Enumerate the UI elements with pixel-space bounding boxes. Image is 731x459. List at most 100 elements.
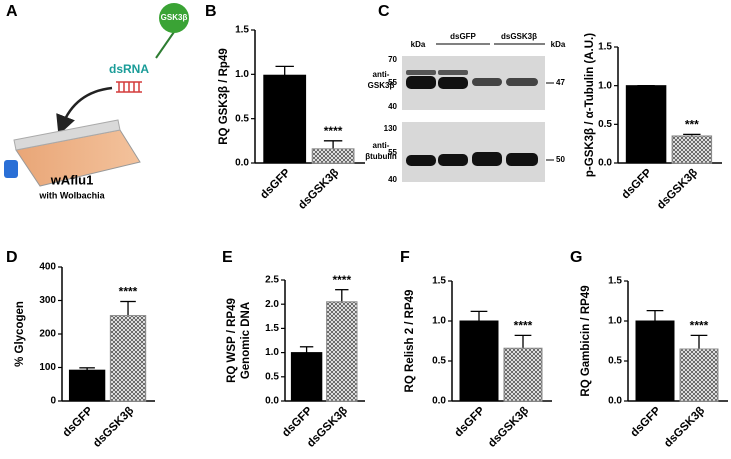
y-tick-label: 0.0 <box>265 396 279 407</box>
band <box>438 70 468 75</box>
y-tick-label: 1.0 <box>235 69 249 80</box>
lane-label: dsGSK3β <box>501 32 537 41</box>
x-tick-label: dsGFP <box>280 405 315 440</box>
y-tick-label: 200 <box>39 329 56 340</box>
kda-label: kDa <box>551 40 566 49</box>
y-axis-label: RQ GSK3β / Rp49 <box>218 48 230 145</box>
band <box>438 77 468 89</box>
bar-chart: 0.0 0.5 1.0 1.5p-GSK3β / α-Tubulin (A.U.) ds… <box>584 33 722 212</box>
bar <box>459 320 499 402</box>
flask-top <box>13 119 121 151</box>
y-tick-label: 1.5 <box>598 42 612 53</box>
y-tick-label: 100 <box>39 362 56 373</box>
band <box>406 155 436 166</box>
y-tick-label: 1.0 <box>265 347 279 358</box>
y-tick-label: 300 <box>39 295 56 306</box>
y-tick-label: 0.0 <box>608 396 622 407</box>
bar <box>109 315 147 402</box>
antibody-label: βtubulin <box>365 152 397 161</box>
band <box>438 154 468 166</box>
y-axis-label: Genomic DNA <box>240 302 252 379</box>
marker: 130 <box>384 124 398 133</box>
protein-icon <box>159 3 189 33</box>
y-tick-label: 1.0 <box>608 316 622 327</box>
y-tick-label: 0.5 <box>265 371 279 382</box>
bar <box>635 320 675 402</box>
y-tick-label: 1.0 <box>598 80 612 91</box>
marker: 40 <box>388 175 397 184</box>
band <box>406 76 436 89</box>
y-tick-label: 0.5 <box>235 113 249 124</box>
y-tick-label: 0.5 <box>608 356 622 367</box>
diagram: GSK3β dsRNA wAflu1 with Wolbachia <box>4 3 189 200</box>
panel-letter: C <box>378 3 390 20</box>
band-size: 50 <box>556 155 565 164</box>
band-size: 47 <box>556 78 565 87</box>
antibody-label: GSK3β <box>368 81 395 90</box>
bar <box>311 148 355 164</box>
bar <box>326 301 358 402</box>
bar-chart: 0.0 0.5 1.0 1.5 RQ Relish 2 / RP49 dsGFPdsGSK… <box>404 276 552 450</box>
bar-chart: 0.0 0.5 1.0 1.5 RQ Gambicin / RP49 dsGFPdsGSK… <box>580 276 728 450</box>
x-tick-label: dsGSK3β <box>655 167 700 212</box>
panel-letter: F <box>400 249 410 266</box>
y-axis-label: RQ WSP / RP49 <box>226 298 238 383</box>
y-tick-label: 0.0 <box>598 158 612 169</box>
y-axis-label: RQ Relish 2 / RP49 <box>404 290 416 393</box>
y-tick-label: 400 <box>39 262 56 273</box>
y-tick-label: 0 <box>50 396 56 407</box>
panel-letter: G <box>570 249 582 266</box>
bar <box>68 369 106 402</box>
significance: **** <box>690 319 709 333</box>
panel-letter: D <box>6 249 18 266</box>
bar-chart: 0.0 0.5 1.0 1.5 RQ GSK3β / Rp49 dsGFP dsGSK3β *… <box>218 25 365 212</box>
y-tick-label: 1.5 <box>265 323 279 334</box>
x-tick-label: dsGSK3β <box>296 167 341 212</box>
lane-label: dsGFP <box>450 32 476 41</box>
blot-bottom <box>402 122 545 182</box>
x-tick-label: dsGSK3β <box>486 405 531 450</box>
bar <box>503 347 543 402</box>
marker: 70 <box>388 55 397 64</box>
y-tick-label: 1.5 <box>432 276 446 287</box>
arrow <box>56 86 113 136</box>
kda-label: kDa <box>411 40 426 49</box>
y-tick-label: 0.5 <box>432 356 446 367</box>
y-tick-label: 1.5 <box>608 276 622 287</box>
antibody-label: anti- <box>373 70 390 79</box>
cell-line: wAflu1 <box>50 172 94 187</box>
marker: 40 <box>388 102 397 111</box>
western-blot: kDa kDa dsGFP dsGSK3β anti- GSK3β anti- … <box>365 32 566 184</box>
x-tick-label: dsGFP <box>629 405 664 440</box>
panel-letter: E <box>222 249 233 266</box>
band <box>506 153 538 166</box>
band <box>506 78 538 86</box>
panel-letter: A <box>6 3 18 20</box>
panel-letter: B <box>205 3 217 20</box>
bar <box>679 348 719 402</box>
y-tick-label: 0.0 <box>432 396 446 407</box>
bar <box>290 352 323 402</box>
band <box>472 152 502 166</box>
protein-label: GSK3β <box>161 13 188 22</box>
cell-note: with Wolbachia <box>38 190 105 200</box>
band <box>406 70 436 75</box>
bar <box>625 85 667 164</box>
bar-chart: 0.0 0.5 1.0 1.5 2.0 2.5 RQ WSP / RP49 Genomic D… <box>226 273 365 450</box>
rna-label: dsRNA <box>109 62 149 76</box>
significance: *** <box>685 118 699 132</box>
x-tick-label: dsGFP <box>61 405 96 440</box>
bar <box>671 135 713 164</box>
y-tick-label: 0.0 <box>235 158 249 169</box>
y-axis-label: RQ Gambicin / RP49 <box>580 285 592 396</box>
significance: **** <box>514 319 533 333</box>
y-tick-label: 1.5 <box>235 25 249 36</box>
flask-cap <box>4 160 18 178</box>
y-tick-label: 2.5 <box>265 275 279 286</box>
marker: 55 <box>388 148 397 157</box>
y-tick-label: 0.5 <box>598 119 612 130</box>
x-tick-label: dsGFP <box>453 405 488 440</box>
